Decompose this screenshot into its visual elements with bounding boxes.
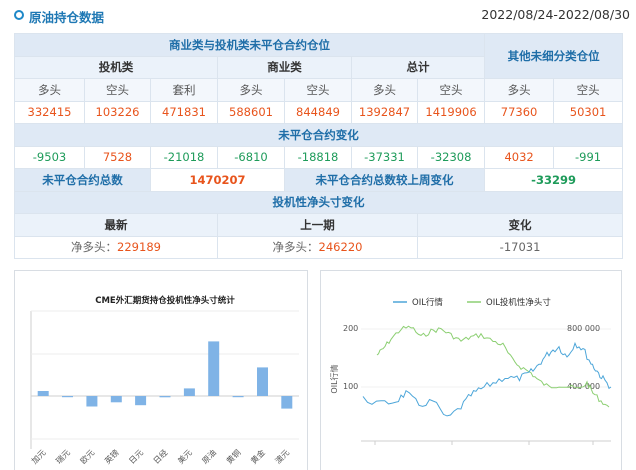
bar-黄金[interactable] (257, 367, 268, 396)
position-cell: 844849 (284, 100, 352, 124)
change-cell: -6810 (217, 145, 285, 169)
net-latest-value: 229189 (117, 240, 161, 255)
bar-category-label: 原油 (200, 447, 218, 465)
change-cell: 4032 (484, 145, 555, 169)
change-cell: -18818 (284, 145, 352, 169)
bar-category-label: 日经 (151, 447, 169, 465)
position-cell: 471831 (150, 100, 218, 124)
net-header-latest: 最新 (14, 213, 218, 237)
column-header: 多头 (217, 78, 285, 102)
page-title: 原油持仓数据 (29, 10, 105, 25)
change-cell: -32308 (416, 145, 486, 169)
net-previous-cell: 净多头：246220 (217, 235, 418, 259)
bar-category-label: 黄金 (249, 447, 267, 465)
oil-net-position-line[interactable] (376, 325, 610, 408)
column-header: 多头 (351, 78, 418, 102)
bar-category-label: 黄铜 (224, 447, 242, 465)
position-cell: 1392847 (351, 100, 418, 124)
column-header: 空头 (416, 78, 486, 102)
bar-英镑[interactable] (110, 396, 122, 403)
bar-原油[interactable] (208, 341, 220, 396)
bar-category-label: 澳元 (273, 447, 291, 465)
total-label: 未平仓合约总数 (14, 168, 151, 192)
bar-欧元[interactable] (86, 396, 98, 407)
bar-加元[interactable] (37, 391, 49, 396)
oil-line-chart-panel: OIL行情 OIL投机性净头寸 200 100 800 000 400 000 … (320, 270, 622, 470)
net-latest-cell: 净多头：229189 (14, 235, 218, 259)
bar-美元[interactable] (183, 388, 195, 396)
left-tick-label: 200 (343, 324, 358, 333)
position-cell: 588601 (217, 100, 285, 124)
subgroup-total: 总计 (350, 55, 486, 79)
legend-oil-net[interactable]: OIL投机性净头寸 (486, 297, 551, 308)
net-prefix: 净多头： (71, 240, 118, 255)
column-header: 空头 (553, 78, 624, 102)
weekly-change-value: -33299 (484, 168, 624, 192)
net-prefix: 净多头： (272, 240, 319, 255)
net-previous-value: 246220 (318, 240, 363, 255)
right-tick-label: 800 000 (567, 324, 600, 333)
column-header: 多头 (14, 78, 85, 102)
change-cell: -9503 (14, 145, 85, 169)
cme-bar-chart-panel: CME外汇期货持仓投机性净头寸统计 加元 瑞元 欧元 英镑 日元 日经 美元 原油 黄铜 黄金 澳元 (14, 270, 308, 470)
net-header-previous: 上一期 (217, 213, 418, 237)
position-cell: 1419906 (416, 100, 486, 124)
bar-category-label: 英镑 (102, 447, 120, 465)
cme-bar-chart: CME外汇期货持仓投机性净头寸统计 加元 瑞元 欧元 英镑 日元 日经 美元 原油 黄铜 黄金 澳元 (29, 295, 299, 466)
bar-category-label: 瑞元 (54, 447, 72, 465)
positions-table: 商业类与投机类未平仓合约仓位 其他未细分类仓位 投机类 商业类 总计 多头 空头… (13, 33, 624, 259)
change-title: 未平仓合约变化 (13, 123, 624, 147)
bar-瑞元[interactable] (62, 396, 73, 398)
change-cell: -21018 (150, 145, 218, 169)
bar-日经[interactable] (159, 396, 171, 398)
column-header: 多头 (484, 78, 555, 102)
net-title: 投机性净头寸变化 (13, 190, 624, 214)
bar-category-label: 加元 (29, 447, 47, 465)
bar-澳元[interactable] (281, 396, 293, 409)
subgroup-commercial: 商业类 (217, 55, 352, 79)
date-range: 2022/08/24-2022/08/30 (481, 7, 630, 22)
other-title: 其他未细分类仓位 (484, 33, 624, 79)
net-change-value: -17031 (416, 235, 624, 259)
bar-黄铜[interactable] (232, 396, 244, 398)
total-value: 1470207 (150, 168, 285, 192)
position-cell: 103226 (84, 100, 151, 124)
circle-bullet-icon (14, 10, 24, 20)
bar-chart-title: CME外汇期货持仓投机性净头寸统计 (95, 295, 235, 306)
bar-category-label: 欧元 (78, 447, 96, 465)
change-cell: -37331 (351, 145, 418, 169)
column-header: 空头 (284, 78, 352, 102)
bar-category-label: 美元 (175, 447, 193, 465)
weekly-change-label: 未平仓合约总数较上周变化 (283, 168, 486, 192)
net-header-change: 变化 (416, 213, 624, 237)
line-y-axis-label: OIL行情 (329, 364, 339, 393)
group-title: 商业类与投机类未平仓合约仓位 (13, 33, 486, 57)
position-cell: 332415 (14, 100, 85, 124)
legend-oil-price[interactable]: OIL行情 (412, 297, 443, 308)
position-cell: 77360 (484, 100, 555, 124)
oil-price-line[interactable] (362, 341, 612, 417)
position-cell: 50301 (553, 100, 624, 124)
page-header: 原油持仓数据 2022/08/24-2022/08/30 (0, 0, 636, 30)
bar-日元[interactable] (135, 396, 147, 406)
column-header: 空头 (84, 78, 151, 102)
column-header: 套利 (150, 78, 218, 102)
change-cell: 7528 (84, 145, 151, 169)
change-cell: -991 (553, 145, 624, 169)
left-tick-label: 100 (343, 382, 358, 391)
subgroup-speculative: 投机类 (14, 55, 218, 79)
bar-category-label: 日元 (127, 448, 145, 466)
oil-line-chart: OIL行情 OIL投机性净头寸 200 100 800 000 400 000 … (329, 297, 612, 445)
